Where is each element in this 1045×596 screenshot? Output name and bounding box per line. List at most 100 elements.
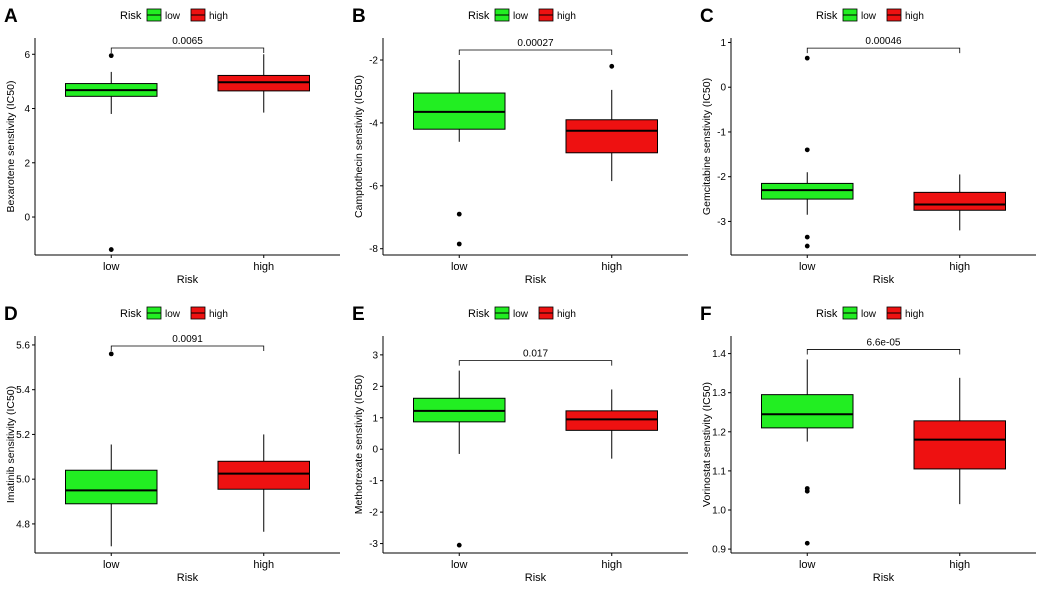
panel-d-y-tick-label: 4.8 [16, 519, 30, 530]
panel-d-box-high [217, 434, 310, 532]
panel-b-y-tick-label: -8 [369, 244, 378, 255]
panel-c-box-low [761, 55, 854, 249]
panel-b-y-tick-label: -4 [369, 118, 378, 129]
panel-d: D Risk low high 4.8 5.0 5.2 5.4 5.6 low high Risk Im… [4, 304, 340, 584]
panel-d-label: D [4, 304, 18, 325]
panel-c-x-tick-label-high: high [949, 261, 970, 273]
panel-e-iqr-high [565, 410, 658, 431]
panel-d-y-tick-label: 5.4 [16, 385, 30, 396]
panel-b-y-tick-label: -2 [369, 56, 378, 67]
panel-d-box-low [65, 351, 158, 547]
panel-b-box-low [413, 60, 506, 247]
panel-e-legend-title: Risk [468, 308, 490, 320]
panel-c-outlier-low [804, 234, 810, 240]
panel-d-y-axis-title: Imatinib sensitivity (IC50) [5, 386, 17, 503]
panel-c-legend-title: Risk [816, 10, 838, 22]
panel-a-legend-label-high: high [209, 11, 228, 22]
panel-e-y-tick-label: 3 [372, 350, 378, 361]
panel-e-legend-label-low: low [513, 309, 529, 320]
panel-f-legend-label-low: low [861, 309, 877, 320]
panel-a-y-axis-title: Bexarotene senstivity (IC50) [5, 81, 17, 213]
panel-d-iqr-high [217, 460, 310, 490]
panel-b-outlier-low [456, 241, 462, 247]
panel-a-x-tick-label-low: low [103, 261, 120, 273]
panel-e-significance: 0.017 [458, 349, 613, 366]
panel-c-label: C [700, 6, 714, 27]
panel-a-box-low [65, 53, 158, 252]
panel-d-y-tick-label: 5.6 [16, 340, 30, 351]
panel-f-y-tick-label: 1.3 [712, 388, 726, 399]
panel-d-y-tick-label: 5.2 [16, 430, 30, 441]
panel-f-label: F [700, 304, 712, 325]
panel-e-y-tick-label: 0 [372, 445, 378, 456]
panel-e-y-axis-title: Methotrexate senstivity (IC50) [353, 375, 365, 514]
panel-e-x-tick-label-low: low [451, 559, 468, 571]
panel-b-legend-label-low: low [513, 11, 529, 22]
panel-c-y-tick-label: 0 [720, 83, 726, 94]
panel-f-y-axis-title: Vorinostat senstivity (IC50) [701, 382, 713, 507]
panel-b-box-high [565, 63, 658, 182]
panel-d-y-tick-label: 5.0 [16, 475, 30, 486]
panel-b-label: B [352, 6, 366, 27]
panel-c-legend: Risk low high [816, 8, 924, 22]
panel-f-significance: 6.6e-05 [806, 337, 961, 355]
panel-b-legend-label-high: high [557, 11, 576, 22]
panel-d-iqr-low [65, 469, 158, 505]
panel-a-y-tick-label: 4 [24, 104, 30, 115]
panel-f-outlier-low [804, 488, 810, 494]
panel-d-significance-bracket [110, 345, 265, 351]
panel-b-x-tick-label-high: high [601, 261, 622, 273]
panel-f-significance-bracket [806, 349, 961, 355]
panel-a-significance: 0.0065 [110, 36, 265, 53]
panel-d-significance: 0.0091 [110, 334, 265, 351]
panel-f-outlier-low [804, 540, 810, 546]
panel-d-outlier-low [108, 351, 114, 357]
panel-c-legend-label-low: low [861, 11, 877, 22]
panel-a-label: A [4, 6, 18, 27]
panel-f-x-tick-label-high: high [949, 559, 970, 571]
panel-c-outlier-low [804, 147, 810, 153]
panel-f-p-value: 6.6e-05 [867, 337, 901, 348]
panel-c-iqr-low [761, 182, 854, 200]
panel-f-x-tick-label-low: low [799, 559, 816, 571]
panel-f-y-tick-label: 1.4 [712, 349, 726, 360]
panel-a-significance-bracket [110, 47, 265, 53]
panel-f-legend-title: Risk [816, 308, 838, 320]
panel-c-box-high [913, 174, 1006, 231]
panel-c-significance: 0.00046 [806, 36, 961, 54]
panel-b-outlier-low [456, 211, 462, 217]
panel-a-box-high [217, 54, 310, 113]
panel-a-y-tick-label: 2 [24, 158, 30, 169]
panel-a-p-value: 0.0065 [172, 36, 203, 47]
panel-d-x-tick-label-high: high [253, 559, 274, 571]
panel-e-x-tick-label-high: high [601, 559, 622, 571]
panel-c-y-axis-title: Gemcitabine senstivity (IC50) [701, 78, 713, 215]
panel-d-legend: Risk low high [120, 306, 228, 320]
panel-f-iqr-high [913, 420, 1006, 470]
panel-c-significance-bracket [806, 47, 961, 54]
panel-c-y-tick-label: -2 [717, 172, 726, 183]
panel-e-box-low [413, 370, 506, 548]
panel-a-outlier-low [108, 53, 114, 59]
panel-c-y-tick-label: 1 [720, 38, 726, 49]
panel-d-x-tick-label-low: low [103, 559, 120, 571]
panel-c-outlier-low [804, 243, 810, 249]
panel-e: E Risk low high -3 -2 -1 0 1 2 3 low high Risk Methotr… [352, 304, 688, 584]
panel-f-iqr-low [761, 394, 854, 429]
panel-c-iqr-high [913, 191, 1006, 211]
panel-a-legend: Risk low high [120, 8, 228, 22]
panel-f-legend-label-high: high [905, 309, 924, 320]
panel-f-legend: Risk low high [816, 306, 924, 320]
panel-b-significance: 0.00027 [458, 38, 613, 56]
panel-d-legend-label-high: high [209, 309, 228, 320]
panel-c: C Risk low high -3 -2 -1 0 1 low high Risk Gemcitabi… [700, 6, 1036, 286]
panel-e-y-tick-label: 1 [372, 413, 378, 424]
panel-b-outlier-high [609, 63, 615, 69]
panel-c-legend-label-high: high [905, 11, 924, 22]
panel-b-y-tick-label: -6 [369, 181, 378, 192]
panel-e-y-tick-label: -1 [369, 476, 378, 487]
panel-a-x-axis-title: Risk [177, 274, 199, 286]
panel-b-legend-title: Risk [468, 10, 490, 22]
